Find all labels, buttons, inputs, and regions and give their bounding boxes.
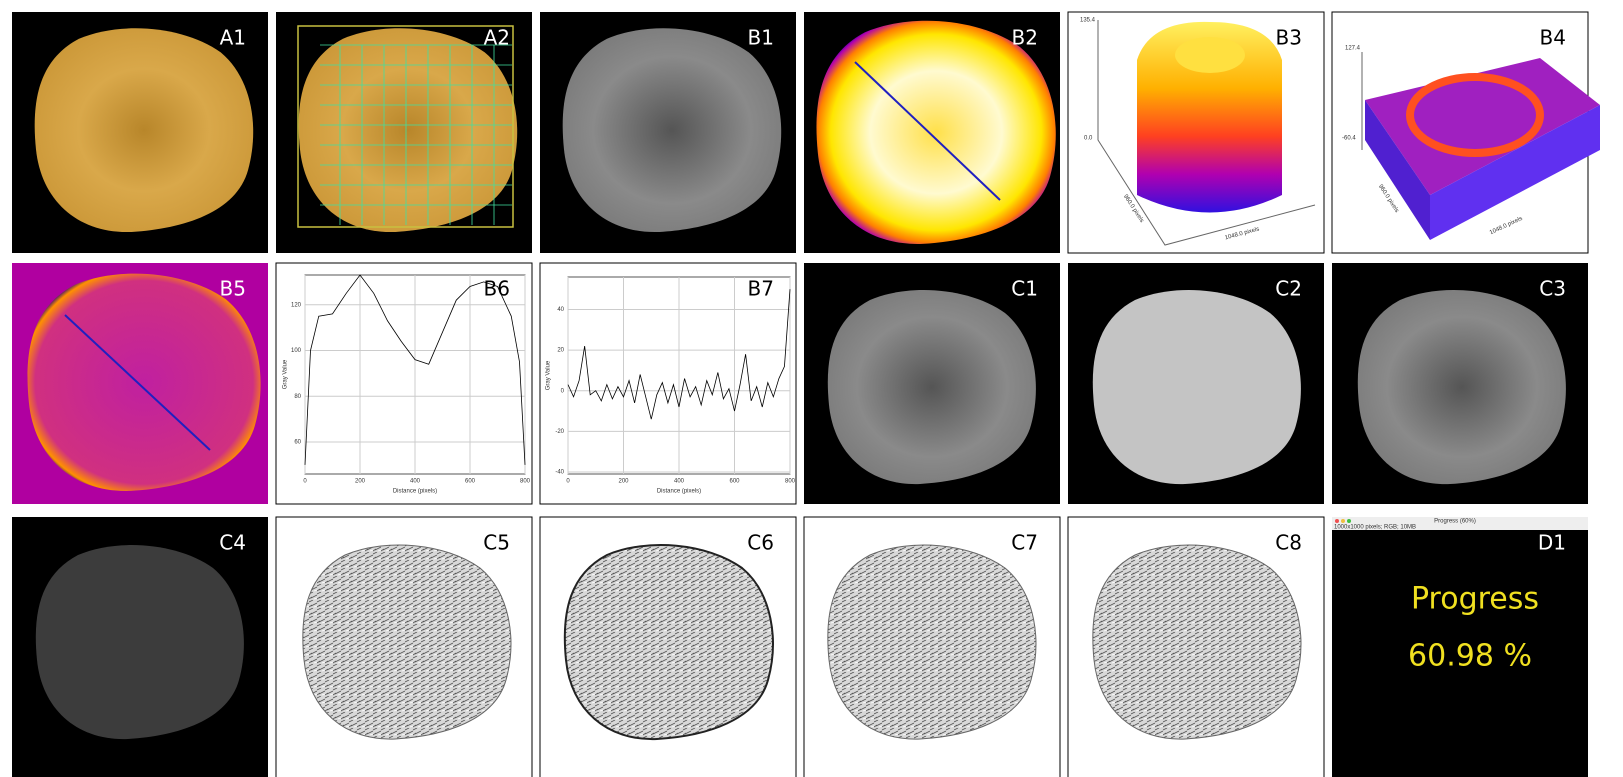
potato-image <box>1093 290 1301 484</box>
y-axis-title: Gray Value <box>546 360 552 390</box>
surface-top <box>1175 37 1245 73</box>
x-tick-label: 600 <box>465 479 476 485</box>
panel-label: B1 <box>748 26 774 50</box>
x-tick-label: 800 <box>520 479 531 485</box>
potato-image <box>1358 290 1566 484</box>
panel-label: C2 <box>1275 277 1302 301</box>
y-tick-label: 60 <box>294 440 301 446</box>
x-tick-label: 600 <box>729 479 740 485</box>
emboss-image <box>303 545 511 739</box>
panel-label: C4 <box>219 531 246 555</box>
gradient-image <box>28 274 261 491</box>
x-axis-title: Distance (pixels) <box>393 489 437 495</box>
z-min-label: -60.4 <box>1342 136 1356 142</box>
y-axis-title: Gray Value <box>283 359 289 389</box>
panel-label: C8 <box>1275 531 1302 555</box>
emboss-image <box>1093 545 1301 739</box>
panel-label: B4 <box>1540 26 1566 50</box>
z-min-label: 0.0 <box>1084 136 1093 142</box>
x-tick-label: 400 <box>410 479 421 485</box>
figure: Progress (60%) 1000x1000 pixels; RGB; 10… <box>0 0 1623 777</box>
panel-label: C6 <box>747 531 774 555</box>
heatmap-image <box>816 21 1055 244</box>
panel-label: B5 <box>220 277 246 301</box>
potato-image <box>828 290 1036 484</box>
y-tick-label: -40 <box>555 470 564 476</box>
panel-label: B7 <box>748 277 774 301</box>
progress-heading: Progress <box>1411 582 1539 617</box>
y-tick-label: 20 <box>557 348 564 354</box>
panel-label: A1 <box>220 26 246 50</box>
progress-percent: 60.98 % <box>1408 639 1532 674</box>
emboss-image <box>828 545 1036 739</box>
potato-image <box>36 545 244 739</box>
y-tick-label: 80 <box>294 394 301 400</box>
x-tick-label: 400 <box>674 479 685 485</box>
x-axis-title: Distance (pixels) <box>657 489 701 495</box>
panel-label: D1 <box>1538 531 1566 555</box>
x-tick-label: 800 <box>785 479 796 485</box>
potato-image <box>299 28 518 232</box>
page: Progress (60%) 1000x1000 pixels; RGB; 10… <box>0 0 1623 777</box>
window-button[interactable] <box>1341 519 1345 523</box>
x-tick-label: 200 <box>355 479 366 485</box>
y-tick-label: -20 <box>555 429 564 435</box>
potato-image <box>35 28 254 232</box>
emboss-image <box>565 545 773 739</box>
panel-label: C1 <box>1011 277 1038 301</box>
y-tick-label: 100 <box>291 348 302 354</box>
z-max-label: 135.4 <box>1080 18 1096 24</box>
window-title: Progress (60%) <box>1434 519 1476 525</box>
panel-label: C3 <box>1539 277 1566 301</box>
potato-image <box>563 28 782 232</box>
window-info: 1000x1000 pixels; RGB; 10MB <box>1334 525 1416 531</box>
panel-label: B3 <box>1276 26 1302 50</box>
window-button[interactable] <box>1347 519 1351 523</box>
panel-label: B6 <box>484 277 510 301</box>
panel-label: B2 <box>1012 26 1038 50</box>
y-tick-label: 40 <box>557 307 564 313</box>
x-tick-label: 200 <box>618 479 629 485</box>
panel-label: C7 <box>1011 531 1038 555</box>
panel-label: A2 <box>484 26 510 50</box>
window-button[interactable] <box>1335 519 1339 523</box>
y-tick-label: 120 <box>291 302 302 308</box>
panel-label: C5 <box>483 531 510 555</box>
z-max-label: 127.4 <box>1345 46 1361 52</box>
